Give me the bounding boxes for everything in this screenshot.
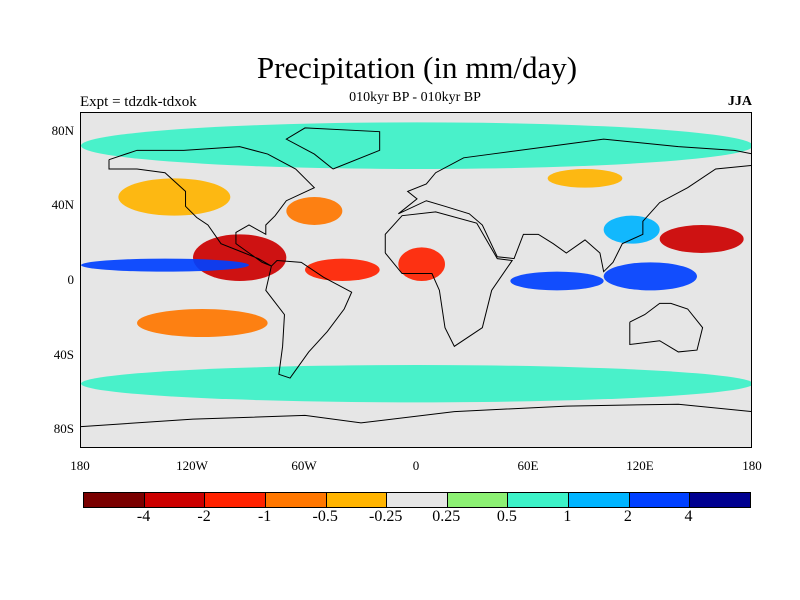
coastline-1 bbox=[265, 259, 353, 379]
coastline-6 bbox=[81, 403, 751, 428]
anomaly-region-5 bbox=[547, 169, 623, 188]
colorbar-label: 4 bbox=[684, 508, 693, 525]
colorbar-swatch-1 bbox=[144, 493, 206, 507]
colorbar-label: -0.5 bbox=[312, 508, 338, 525]
anomaly-region-1 bbox=[305, 258, 380, 281]
colorbar-label: -1 bbox=[257, 508, 272, 525]
anomaly-region-8 bbox=[81, 258, 249, 272]
anomaly-region-0 bbox=[193, 234, 287, 281]
colorbar-swatch-9 bbox=[629, 493, 691, 507]
colorbar-swatch-4 bbox=[326, 493, 388, 507]
y-tick-label: 40N bbox=[51, 197, 74, 213]
map-svg bbox=[81, 122, 751, 428]
season-label: JJA bbox=[727, 94, 752, 109]
x-tick-label: 180 bbox=[70, 458, 90, 473]
x-tick-label: 120E bbox=[626, 458, 654, 473]
colorbar-label: -2 bbox=[197, 508, 211, 525]
chart-subtitle: 010kyr BP - 010kyr BP bbox=[349, 90, 481, 105]
colorbar-swatch-2 bbox=[205, 493, 266, 507]
colorbar-label: 1 bbox=[563, 508, 572, 525]
colorbar-label: -4 bbox=[136, 508, 151, 525]
colorbar-swatch-0 bbox=[84, 493, 145, 507]
coastline-4 bbox=[629, 302, 704, 353]
colorbar-label: 0.25 bbox=[432, 508, 461, 525]
colorbar-swatch-3 bbox=[265, 493, 327, 507]
anomaly-region-7 bbox=[137, 309, 268, 337]
coastline-3 bbox=[398, 138, 751, 273]
colorbar-swatch-6 bbox=[447, 493, 509, 507]
colorbar bbox=[83, 492, 751, 508]
anomaly-region-11 bbox=[603, 215, 660, 244]
anomaly-region-6 bbox=[659, 225, 744, 253]
colorbar-swatch-5 bbox=[387, 493, 448, 507]
colorbar-swatch-10 bbox=[690, 493, 751, 507]
x-tick-label: 60E bbox=[517, 458, 539, 473]
x-tick-label: 60W bbox=[291, 458, 317, 473]
experiment-label: Expt = tdzdk-tdxok bbox=[80, 94, 197, 110]
chart-title: Precipitation (in mm/day) bbox=[256, 50, 578, 85]
y-tick-label: 0 bbox=[67, 272, 75, 287]
colorbar-label: 0.5 bbox=[496, 508, 517, 525]
anomaly-region-13 bbox=[81, 122, 751, 169]
colorbar-swatch-7 bbox=[508, 493, 570, 507]
anomaly-region-2 bbox=[398, 247, 445, 281]
x-tick-label: 0 bbox=[412, 458, 420, 473]
coastline-2 bbox=[384, 211, 514, 348]
colorbar-swatch-8 bbox=[569, 493, 630, 507]
y-tick-label: 80N bbox=[51, 122, 74, 138]
x-tick-label: 180 bbox=[742, 458, 762, 473]
y-tick-label: 80S bbox=[53, 421, 74, 437]
anomaly-region-3 bbox=[286, 197, 343, 225]
colorbar-label: 2 bbox=[623, 508, 632, 525]
anomaly-region-12 bbox=[81, 365, 751, 403]
coastline-0 bbox=[108, 146, 316, 267]
anomaly-region-9 bbox=[510, 271, 604, 291]
x-tick-label: 120W bbox=[176, 458, 208, 473]
anomaly-region-4 bbox=[118, 178, 231, 216]
y-tick-label: 40S bbox=[53, 346, 74, 362]
coastline-5 bbox=[285, 127, 381, 170]
colorbar-label: -0.25 bbox=[369, 508, 403, 525]
map-plot bbox=[80, 112, 752, 448]
anomaly-region-10 bbox=[603, 262, 697, 291]
